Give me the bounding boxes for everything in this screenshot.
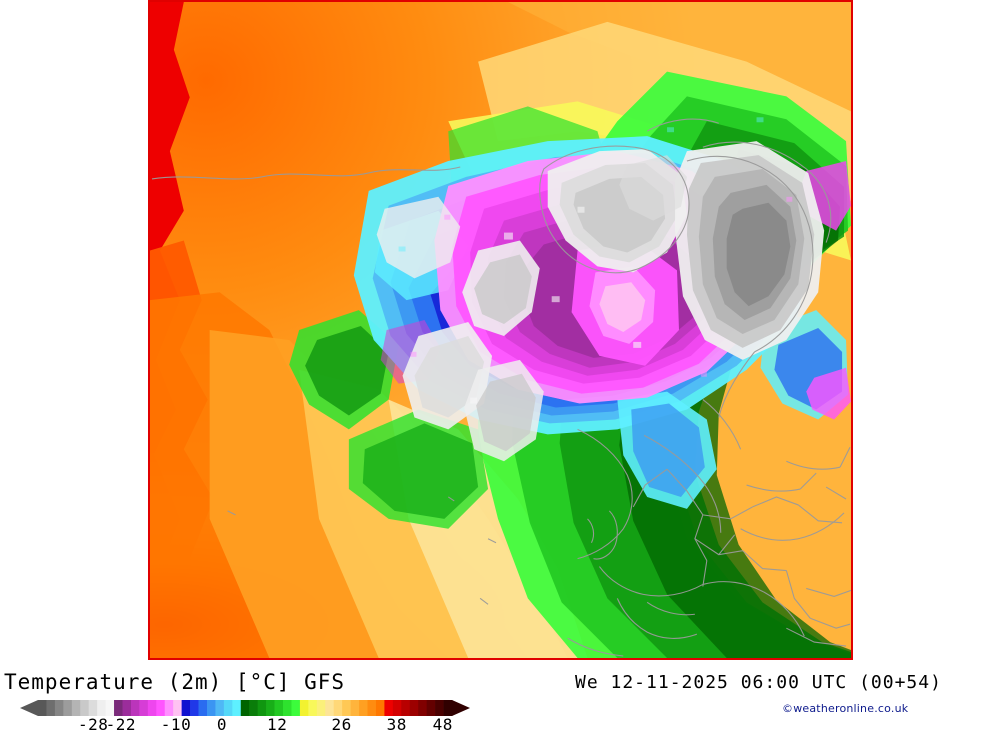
colorbar-band xyxy=(325,700,335,716)
colorbar-band xyxy=(274,700,284,716)
colorbar-band xyxy=(215,700,225,716)
colorbar-band xyxy=(232,700,242,716)
colorbar-tick-label: 0 xyxy=(216,715,228,734)
colorbar-tick-label: 48 xyxy=(432,715,453,734)
coastline-overlay xyxy=(151,118,851,657)
colorbar-band xyxy=(156,700,166,716)
colorbar-band xyxy=(316,700,326,716)
colorbar-tick-label: 26 xyxy=(331,715,352,734)
colorbar-band xyxy=(359,700,368,716)
colorbar-tick-label: 12 xyxy=(267,715,288,734)
colorbar-band xyxy=(266,700,275,716)
colorbar-band xyxy=(63,700,73,716)
colorbar-band xyxy=(342,700,351,716)
footer-bar: Temperature (2m) [°C] GFS We 12-11-2025 … xyxy=(0,660,1000,734)
colorbar-band xyxy=(97,700,106,716)
colorbar-band xyxy=(198,700,208,716)
colorbar-max-arrow xyxy=(452,700,470,716)
colorbar-band xyxy=(375,700,385,716)
colorbar-band xyxy=(418,700,427,716)
colorbar-tick-labels: -28 -22 -10 0 12 26 38 48 xyxy=(0,715,500,734)
colorbar-band xyxy=(350,700,360,716)
colorbar-band xyxy=(181,700,191,716)
colorbar-band xyxy=(54,700,64,716)
colorbar[interactable] xyxy=(20,700,470,716)
colorbar-band xyxy=(105,700,115,716)
colorbar-tick-label: -22 xyxy=(105,715,136,734)
colorbar-swatches xyxy=(20,700,470,716)
colorbar-band xyxy=(299,700,309,716)
colorbar-tick-label: 38 xyxy=(386,715,407,734)
colorbar-band xyxy=(443,700,453,716)
colorbar-band xyxy=(240,700,250,716)
colorbar-band xyxy=(367,700,377,716)
colorbar-band xyxy=(257,700,267,716)
colorbar-band xyxy=(164,700,174,716)
colorbar-band xyxy=(71,700,81,716)
colorbar-tick-label: -28 xyxy=(77,715,109,734)
colorbar-band xyxy=(190,700,199,716)
colorbar-band xyxy=(401,700,411,716)
colorbar-band xyxy=(38,700,47,716)
temperature-field xyxy=(150,2,851,658)
colorbar-band xyxy=(130,700,140,716)
colorbar-band xyxy=(409,700,419,716)
copyright-credit: ©weatheronline.co.uk xyxy=(782,702,909,715)
colorbar-band xyxy=(333,700,343,716)
valid-time-stamp: We 12-11-2025 06:00 UTC (00+54) xyxy=(575,672,942,693)
colorbar-band xyxy=(80,700,90,716)
colorbar-band xyxy=(206,700,216,716)
colorbar-band xyxy=(139,700,149,716)
colorbar-band xyxy=(122,700,132,716)
colorbar-band xyxy=(426,700,436,716)
colorbar-band xyxy=(147,700,157,716)
colorbar-tick-label: -10 xyxy=(160,715,192,734)
colorbar-band xyxy=(114,700,123,716)
colorbar-band xyxy=(173,700,182,716)
colorbar-band xyxy=(291,700,301,716)
colorbar-band xyxy=(308,700,318,716)
colorbar-band xyxy=(46,700,56,716)
page-title: Temperature (2m) [°C] GFS xyxy=(4,670,346,694)
colorbar-band xyxy=(435,700,444,716)
colorbar-band xyxy=(283,700,292,716)
colorbar-band xyxy=(223,700,233,716)
colorbar-min-arrow xyxy=(20,700,38,716)
colorbar-band xyxy=(384,700,394,716)
map-canvas[interactable] xyxy=(148,0,853,660)
colorbar-band xyxy=(249,700,259,716)
colorbar-band xyxy=(88,700,98,716)
colorbar-band xyxy=(392,700,402,716)
